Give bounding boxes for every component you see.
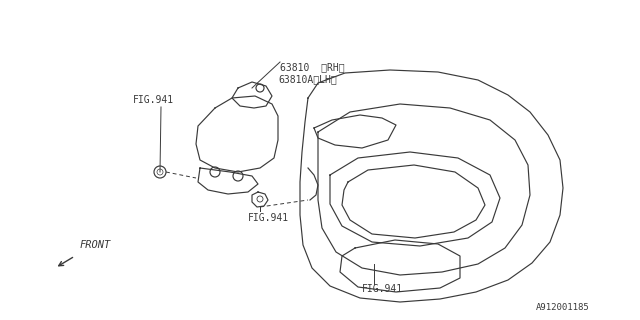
Text: FIG.941: FIG.941 (362, 284, 403, 294)
Text: FIG.941: FIG.941 (133, 95, 174, 105)
Text: A912001185: A912001185 (536, 303, 590, 312)
Text: FIG.941: FIG.941 (248, 213, 289, 223)
Text: 63810  〈RH〉: 63810 〈RH〉 (280, 62, 344, 72)
Text: FRONT: FRONT (80, 240, 111, 250)
Text: 63810A〈LH〉: 63810A〈LH〉 (278, 74, 337, 84)
